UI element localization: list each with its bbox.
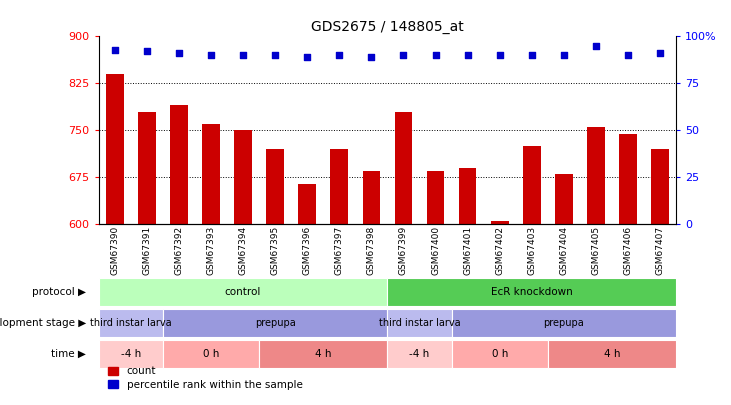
Bar	[523, 146, 541, 224]
Bar	[106, 74, 124, 224]
Bar	[387, 277, 676, 306]
Bar	[170, 105, 188, 224]
Bar	[452, 309, 676, 337]
Text: prepupa: prepupa	[255, 318, 295, 328]
Point	[430, 52, 442, 58]
Bar	[259, 340, 387, 368]
Title: GDS2675 / 148805_at: GDS2675 / 148805_at	[311, 20, 463, 34]
Point	[301, 54, 313, 60]
Text: development stage ▶: development stage ▶	[0, 318, 86, 328]
Point	[333, 52, 345, 58]
Point	[622, 52, 634, 58]
Bar	[234, 130, 252, 224]
Bar	[163, 309, 387, 337]
Text: EcR knockdown: EcR knockdown	[491, 287, 572, 296]
Bar	[138, 112, 156, 224]
Bar	[330, 149, 348, 224]
Text: 0 h: 0 h	[491, 349, 508, 359]
Text: third instar larva: third instar larva	[90, 318, 172, 328]
Bar	[363, 171, 380, 224]
Text: control: control	[225, 287, 261, 296]
Point	[366, 54, 377, 60]
Bar	[395, 112, 412, 224]
Point	[558, 52, 569, 58]
Point	[109, 46, 121, 53]
Text: -4 h: -4 h	[121, 349, 141, 359]
Point	[462, 52, 474, 58]
Bar	[555, 174, 572, 224]
Bar	[298, 183, 316, 224]
Point	[654, 50, 666, 57]
Bar	[651, 149, 669, 224]
Text: prepupa: prepupa	[544, 318, 584, 328]
Point	[526, 52, 538, 58]
Text: -4 h: -4 h	[409, 349, 430, 359]
Text: 0 h: 0 h	[202, 349, 219, 359]
Point	[590, 43, 602, 49]
Bar	[387, 309, 452, 337]
Text: protocol ▶: protocol ▶	[32, 287, 86, 296]
Bar	[587, 127, 605, 224]
Text: third instar larva: third instar larva	[379, 318, 461, 328]
Point	[269, 52, 281, 58]
Bar	[491, 221, 509, 224]
Point	[141, 48, 153, 55]
Point	[173, 50, 185, 57]
Legend: count, percentile rank within the sample: count, percentile rank within the sample	[104, 362, 307, 394]
Bar	[99, 277, 387, 306]
Bar	[459, 168, 477, 224]
Text: 4 h: 4 h	[604, 349, 621, 359]
Bar	[452, 340, 548, 368]
Text: time ▶: time ▶	[51, 349, 86, 359]
Point	[398, 52, 409, 58]
Bar	[266, 149, 284, 224]
Bar	[387, 340, 452, 368]
Bar	[99, 309, 163, 337]
Point	[237, 52, 249, 58]
Text: 4 h: 4 h	[315, 349, 332, 359]
Bar	[99, 340, 163, 368]
Bar	[619, 134, 637, 224]
Bar	[427, 171, 444, 224]
Point	[205, 52, 217, 58]
Bar	[163, 340, 259, 368]
Point	[494, 52, 506, 58]
Bar	[548, 340, 676, 368]
Bar	[202, 124, 220, 224]
